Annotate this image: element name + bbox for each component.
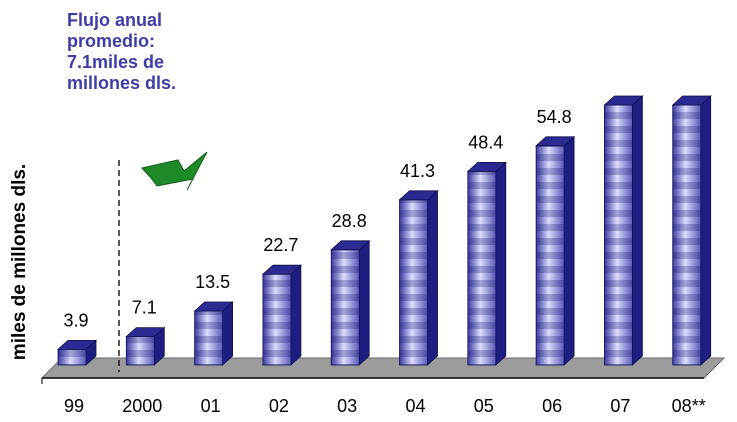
x-tick-label: 02 — [269, 396, 289, 416]
bar-top — [193, 301, 234, 312]
bar-top — [671, 95, 712, 106]
bar-stripes — [536, 145, 565, 365]
x-tick-label: 06 — [542, 396, 562, 416]
data-label: 3.9 — [63, 310, 88, 330]
bar-side — [427, 189, 438, 366]
bar-top — [125, 327, 166, 338]
data-labels-layer: 3.9 7.1 13.5 22.7 28.8 41.3 48.4 54.8 — [63, 107, 571, 331]
bar — [193, 301, 234, 366]
bar-stripes — [262, 274, 291, 365]
data-label: 7.1 — [132, 298, 157, 318]
annotation-line: promedio: — [67, 31, 155, 51]
x-tick-label: 03 — [337, 396, 357, 416]
bar-top — [535, 136, 576, 147]
bar — [56, 339, 98, 366]
x-tick-label: 01 — [201, 396, 221, 416]
bar-stripes — [194, 311, 223, 365]
green-arrow-icon — [141, 151, 208, 191]
x-tick-labels-layer: 99 2000 01 02 03 04 05 06 07 08** — [64, 396, 706, 416]
bar — [603, 95, 644, 366]
bar-side — [563, 135, 575, 366]
bar — [535, 135, 576, 366]
bar-side — [290, 264, 302, 366]
x-tick-label: 08** — [672, 396, 706, 416]
bar — [398, 189, 439, 366]
bar-side — [495, 161, 507, 366]
bar — [466, 161, 507, 366]
bar — [125, 326, 166, 366]
bar-top — [330, 240, 371, 251]
bar-stripes — [467, 171, 496, 365]
bar — [330, 239, 371, 366]
x-tick-label: 2000 — [122, 396, 162, 416]
data-label: 13.5 — [195, 272, 230, 292]
x-tick-label: 99 — [64, 396, 84, 416]
bar-top — [56, 339, 98, 350]
bar-top — [466, 161, 507, 172]
data-label: 41.3 — [400, 161, 435, 181]
x-tick-label: 05 — [474, 396, 494, 416]
annotation-line: 7.1miles de — [67, 52, 165, 72]
x-tick-label: 04 — [405, 396, 425, 416]
bar-side — [222, 301, 234, 366]
annotation-box: Flujo anual promedio: 7.1miles de millon… — [67, 10, 237, 94]
x-tick-label: 07 — [610, 396, 630, 416]
data-label: 54.8 — [537, 107, 572, 127]
bar — [261, 264, 302, 366]
trend-arrow — [141, 151, 208, 191]
y-axis-label: miles de millones dls. — [9, 163, 30, 361]
bar-stripes — [604, 105, 633, 365]
bar-top — [603, 95, 644, 106]
bar-stripes — [58, 349, 86, 365]
bar-stripes — [331, 249, 360, 365]
data-label: 22.7 — [263, 235, 298, 255]
bars-layer — [56, 95, 712, 366]
data-label: 28.8 — [332, 211, 367, 231]
annotation-line: Flujo anual — [67, 10, 163, 30]
annotation-line: millones dls. — [67, 73, 177, 93]
bar-stripes — [672, 105, 701, 365]
bar-stripes — [126, 336, 155, 365]
bar-top — [398, 190, 439, 201]
bar-side — [632, 95, 643, 366]
bar — [671, 95, 712, 366]
data-label: 48.4 — [468, 132, 503, 152]
bar-side — [358, 239, 370, 366]
bar-side — [700, 95, 712, 366]
bar-top — [261, 264, 302, 275]
bar-stripes — [399, 199, 428, 365]
